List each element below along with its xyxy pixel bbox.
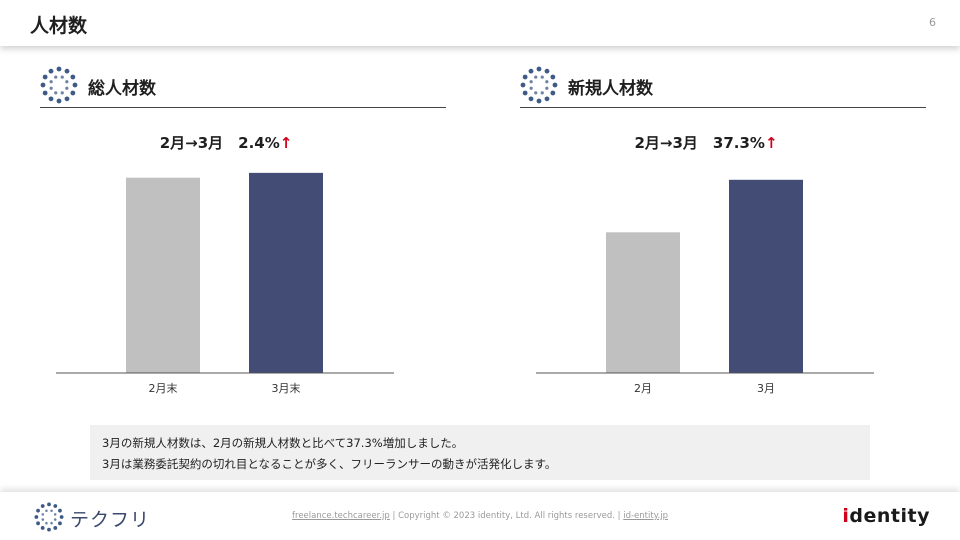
chart-headline: 2月→3月 37.3%↑ [536,132,876,153]
separator: | [614,511,624,521]
page-title: 人材数 [30,15,88,37]
headline-period: 2月→3月 37.3% [634,134,765,152]
chart-total-talent: 2月→3月 2.4%↑ 2月末 3月末 [56,125,416,405]
brand-letter-i: i [842,505,850,527]
dot-circle-icon [34,502,64,532]
identity-link[interactable]: id-entity.jp [623,511,668,521]
separator: | [389,511,399,521]
bar-chart: 2月末 3月末 [56,172,394,395]
logo-text: テクフリ [70,509,151,531]
bar-chart: 2月 3月 [536,179,874,395]
note-line-2: 3月は業務委託契約の切れ目となることが多く、フリーランサーの動きが活発化します。 [102,457,557,471]
bar-1 [606,232,680,373]
x-tick-label: 3月末 [272,381,301,395]
headline-period: 2月→3月 2.4% [159,134,280,152]
bar-1 [126,177,200,373]
bar-2 [729,179,803,373]
section-header: 総人材数 [40,62,446,108]
x-tick-label: 2月 [634,382,652,395]
header-bar: 人材数 6 [0,0,960,46]
copyright-text: Copyright © 2023 identity, Ltd. All righ… [398,511,615,521]
section-header: 新規人材数 [520,62,926,108]
section-title: 新規人材数 [568,79,653,99]
up-arrow-icon: ↑ [279,134,293,152]
x-tick-label: 3月 [757,382,775,395]
note-line-1: 3月の新規人材数は、2月の新規人材数と比べて37.3%増加しました。 [102,436,464,450]
brand-rest: dentity [849,505,930,527]
techcareer-link[interactable]: freelance.techcareer.jp [292,511,390,521]
bar-2 [249,172,323,373]
footer-links: freelance.techcareer.jp | Copyright © 20… [0,511,960,521]
x-tick-label: 2月末 [149,381,178,395]
identity-logo: identity [842,505,930,527]
up-arrow-icon: ↑ [764,134,778,152]
chart-headline: 2月→3月 2.4%↑ [56,132,396,153]
note-box: 3月の新規人材数は、2月の新規人材数と比べて37.3%増加しました。 3月は業務… [90,425,870,480]
footer-bar: テクフリ freelance.techcareer.jp | Copyright… [0,492,960,540]
section-title: 総人材数 [88,79,156,99]
dot-circle-icon [520,66,558,104]
section-total-talent: 総人材数 [40,62,446,108]
chart-new-talent: 2月→3月 37.3%↑ 2月 3月 [536,125,896,405]
section-new-talent: 新規人材数 [520,62,926,108]
page-number: 6 [929,16,936,29]
dot-circle-icon [40,66,78,104]
